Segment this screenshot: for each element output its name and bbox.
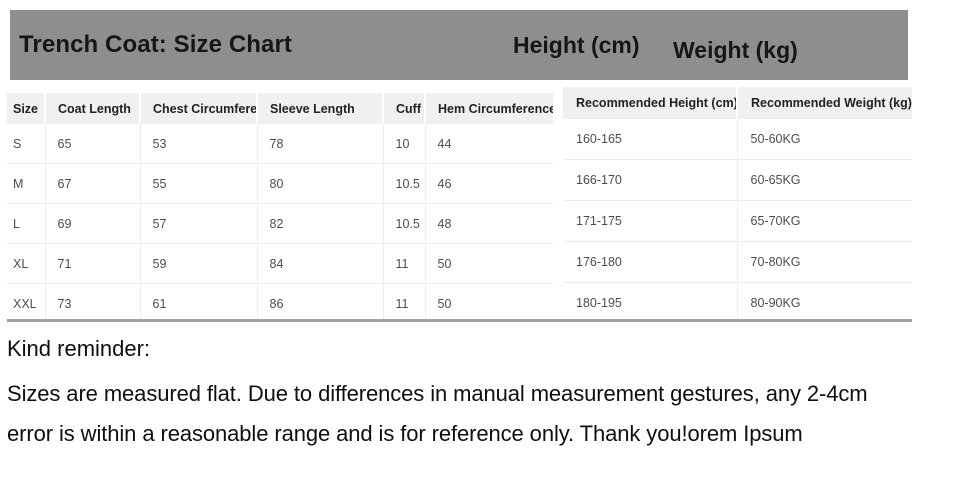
size-table-cell: XL <box>7 243 46 284</box>
size-table-cell: 65 <box>45 124 141 164</box>
size-table-cell: 10.5 <box>383 163 426 204</box>
size-table-body: S 65 53 78 10 44 M 67 55 80 10.5 46 L 69 57 82 10.5 48 XL 7… <box>7 124 553 323</box>
height-unit-label: Height (cm) <box>513 32 640 58</box>
size-table-cell: 48 <box>425 203 553 244</box>
recommendation-table-cell: 180-195 <box>563 282 738 323</box>
recommendation-table-row: 180-195 80-90KG <box>563 282 912 323</box>
size-table-cell: 50 <box>425 243 553 284</box>
size-table-cell: 69 <box>45 203 141 244</box>
size-table-cell: 67 <box>45 163 141 204</box>
size-table-cell: 59 <box>140 243 258 284</box>
reminder-heading: Kind reminder: <box>7 336 151 361</box>
size-table-cell: 73 <box>45 283 141 323</box>
recommendation-table-header-row: Recommended Height (cm) Recommended Weigh… <box>563 87 912 119</box>
size-table-cell: M <box>7 163 46 204</box>
recommendation-table-row: 176-180 70-80KG <box>563 241 912 283</box>
size-table-header-cell: Coat Length <box>45 93 141 124</box>
size-table-row: XL 71 59 84 11 50 <box>7 243 553 284</box>
recommendation-table-row: 166-170 60-65KG <box>563 159 912 201</box>
size-table-cell: 44 <box>425 124 553 164</box>
recommendation-table-cell: 171-175 <box>563 200 738 242</box>
size-table-cell: S <box>7 124 46 164</box>
size-table-cell: 82 <box>257 203 384 244</box>
page-title: Trench Coat: Size Chart <box>19 31 293 58</box>
size-table-header-cell: Size <box>7 93 46 124</box>
size-table-header-cell: Chest Circumference <box>140 93 258 124</box>
title-bar: Trench Coat: Size Chart Height (cm) Weig… <box>10 10 908 80</box>
size-table-cell: 11 <box>383 283 426 323</box>
size-table-row: XXL 73 61 86 11 50 <box>7 283 553 323</box>
size-table-row: M 67 55 80 10.5 46 <box>7 163 553 204</box>
size-table-cell: 78 <box>257 124 384 164</box>
size-table-cell: 11 <box>383 243 426 284</box>
reminder-line-2: error is within a reasonable range and i… <box>7 421 803 446</box>
size-table-row: S 65 53 78 10 44 <box>7 124 553 164</box>
recommendation-table-cell: 60-65KG <box>737 159 912 201</box>
recommendation-table-head: Recommended Height (cm) Recommended Weigh… <box>563 87 912 119</box>
recommendation-table-cell: 80-90KG <box>750 296 801 310</box>
size-table-cell: 46 <box>425 163 553 204</box>
recommendation-table-cell: 70-80KG <box>737 241 912 283</box>
size-table-cell: 55 <box>140 163 258 204</box>
size-table-cell: 57 <box>140 203 258 244</box>
size-table-cell: XXL <box>7 283 46 323</box>
size-table-cell: 84 <box>257 243 384 284</box>
recommendation-table-header-cell: Recommended Height (cm) <box>563 87 738 119</box>
size-table-cell: 53 <box>140 124 258 164</box>
size-table-header-cell: Sleeve Length <box>257 93 384 124</box>
recommendation-table-row: 160-165 50-60KG <box>563 119 912 160</box>
recommendation-table-header-cell: Recommended Weight (kg) <box>737 87 912 119</box>
size-table-cell: 86 <box>257 283 384 323</box>
recommendation-table-cell: 160-165 <box>563 119 738 160</box>
size-table-header-cell: Hem Circumference <box>425 93 553 124</box>
table-bottom-border <box>7 319 912 322</box>
size-table-cell: 80 <box>257 163 384 204</box>
size-table-header-cell: Cuff <box>383 93 426 124</box>
size-table-cell: 61 <box>140 283 258 323</box>
reminder-line-1: Sizes are measured flat. Due to differen… <box>7 381 868 406</box>
recommendation-table-cell: 65-70KG <box>737 200 912 242</box>
size-table-cell: 10 <box>383 124 426 164</box>
size-table-cell: 50 <box>437 296 452 311</box>
recommendation-table-cell: 50-60KG <box>737 119 912 160</box>
recommendation-table-body: 160-165 50-60KG 166-170 60-65KG 171-175 65-70… <box>563 119 912 323</box>
size-table-cell: 10.5 <box>383 203 426 244</box>
recommendation-table: Recommended Height (cm) Recommended Weigh… <box>563 87 912 323</box>
size-table-cell: 71 <box>45 243 141 284</box>
recommendation-table-cell: 166-170 <box>563 159 738 201</box>
weight-unit-label: Weight (kg) <box>673 37 798 63</box>
size-table-cell: L <box>7 203 46 244</box>
recommendation-table-row: 171-175 65-70KG <box>563 200 912 242</box>
recommendation-table-cell: 176-180 <box>563 241 738 283</box>
size-table-row: L 69 57 82 10.5 48 <box>7 203 553 244</box>
